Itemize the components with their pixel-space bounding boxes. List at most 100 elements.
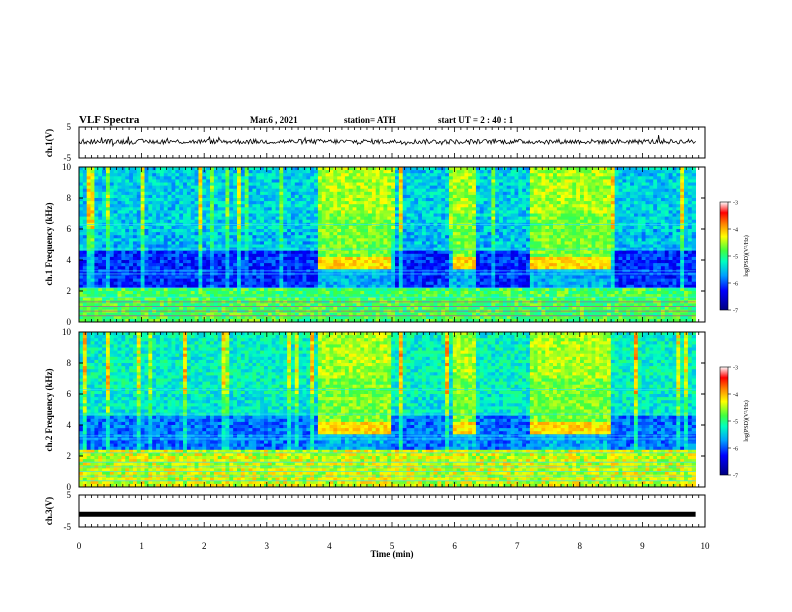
- spectrogram-cell: [290, 176, 296, 180]
- spectrogram-cell: [421, 182, 427, 186]
- spectrogram-cell: [136, 219, 142, 224]
- spectrogram-cell: [217, 235, 222, 239]
- spectrogram-cell: [387, 250, 392, 255]
- spectrogram-cell: [186, 238, 192, 242]
- spectrogram-cell: [283, 303, 288, 307]
- spectrogram-cell: [433, 210, 438, 214]
- spectrogram-cell: [233, 241, 238, 245]
- spectrogram-cell: [445, 198, 450, 202]
- spectrogram-cell: [244, 173, 249, 177]
- spectrogram-cell: [186, 213, 192, 217]
- spectrogram-cell: [375, 241, 380, 245]
- spectrogram-cell: [321, 232, 327, 236]
- spectrogram-cell: [210, 303, 215, 307]
- spectrogram-cell: [267, 278, 273, 283]
- spectrogram-cell: [275, 244, 280, 248]
- spectrogram-cell: [221, 219, 226, 224]
- spectrogram-cell: [333, 225, 338, 230]
- spectrogram-cell: [325, 312, 330, 317]
- spectrogram-cell: [171, 182, 176, 186]
- spectrogram-cell: [379, 191, 384, 196]
- spectrogram-cell: [225, 275, 230, 279]
- spectrogram-cell: [387, 315, 392, 320]
- spectrogram-cell: [371, 266, 377, 270]
- spectrogram-cell: [375, 210, 380, 214]
- spectrogram-cell: [445, 191, 450, 196]
- spectrogram-cell: [217, 216, 222, 221]
- spectrogram-cell: [163, 219, 169, 224]
- spectrogram-cell: [237, 185, 242, 190]
- spectrogram-cell: [229, 182, 234, 186]
- spectrogram-cell: [283, 291, 288, 295]
- spectrogram-cell: [202, 250, 207, 255]
- spectrogram-cell: [159, 182, 165, 186]
- spectrogram-cell: [310, 182, 315, 186]
- spectrogram-cell: [406, 216, 411, 221]
- spectrogram-cell: [175, 191, 180, 196]
- spectrogram-cell: [171, 210, 176, 214]
- spectrogram-cell: [314, 185, 319, 190]
- spectrogram-cell: [244, 235, 249, 239]
- spectrogram-cell: [202, 232, 207, 236]
- spectrogram-cell: [421, 216, 427, 221]
- spectrogram-cell: [387, 188, 392, 193]
- spectrogram-cell: [441, 225, 446, 230]
- spectrogram-cell: [456, 291, 461, 295]
- spectrogram-cell: [271, 219, 276, 224]
- spectrogram-cell: [86, 275, 91, 279]
- spectrogram-cell: [302, 238, 307, 242]
- spectrogram-cell: [244, 216, 249, 221]
- spectrogram-cell: [240, 253, 246, 258]
- spectrogram-cell: [94, 188, 99, 193]
- spectrogram-cell: [344, 318, 350, 323]
- spectrogram-cell: [314, 170, 319, 174]
- spectrogram-cell: [86, 191, 91, 196]
- spectrogram-cell: [159, 232, 165, 236]
- spectrogram-cell: [86, 238, 91, 242]
- spectrogram-cell: [325, 173, 330, 177]
- chart-title: VLF Spectra: [79, 114, 140, 126]
- spectrogram-cell: [437, 216, 442, 221]
- spectrogram-cell: [171, 263, 176, 267]
- spectrogram-cell: [352, 238, 357, 242]
- spectrogram-cell: [102, 213, 107, 217]
- spectrogram-cell: [418, 229, 423, 233]
- spectrogram-cell: [221, 278, 226, 283]
- spectrogram-cell: [217, 225, 222, 230]
- spectrogram-cell: [383, 315, 388, 320]
- spectrogram-cell: [371, 198, 377, 202]
- spectrogram-cell: [402, 170, 407, 174]
- spectrogram-cell: [433, 235, 438, 239]
- spectrogram-cell: [113, 291, 118, 295]
- spectrogram-cell: [198, 297, 203, 301]
- spectrogram-cell: [368, 173, 373, 177]
- spectrogram-cell: [402, 287, 407, 292]
- spectrogram-cell: [79, 191, 84, 196]
- spectrogram-cell: [256, 188, 261, 193]
- spectrogram-cell: [159, 306, 165, 310]
- spectrogram-cell: [414, 213, 419, 217]
- spectrogram-cell: [206, 185, 211, 190]
- spectrogram-cell: [129, 318, 134, 323]
- spectrogram-cell: [213, 256, 219, 261]
- spectrogram-cell: [136, 303, 142, 307]
- spectrogram-cell: [368, 291, 373, 295]
- spectrogram-cell: [387, 278, 392, 283]
- spectrogram-cell: [144, 284, 149, 289]
- spectrogram-cell: [186, 194, 192, 199]
- spectrogram-cell: [248, 191, 253, 196]
- spectrogram-cell: [283, 260, 288, 264]
- spectrogram-cell: [140, 167, 145, 171]
- spectrogram-cell: [217, 241, 222, 245]
- spectrogram-cell: [371, 318, 377, 323]
- spectrogram-cell: [190, 315, 196, 320]
- spectrogram-cell: [306, 263, 311, 267]
- spectrogram-cell: [441, 219, 446, 224]
- spectrogram-cell: [406, 173, 411, 177]
- spectrogram-cell: [360, 170, 365, 174]
- spectrogram-cell: [283, 263, 288, 267]
- spectrogram-cell: [237, 287, 242, 292]
- spectrogram-cell: [441, 312, 446, 317]
- spectrogram-cell: [290, 179, 296, 183]
- spectrogram-cell: [194, 281, 199, 286]
